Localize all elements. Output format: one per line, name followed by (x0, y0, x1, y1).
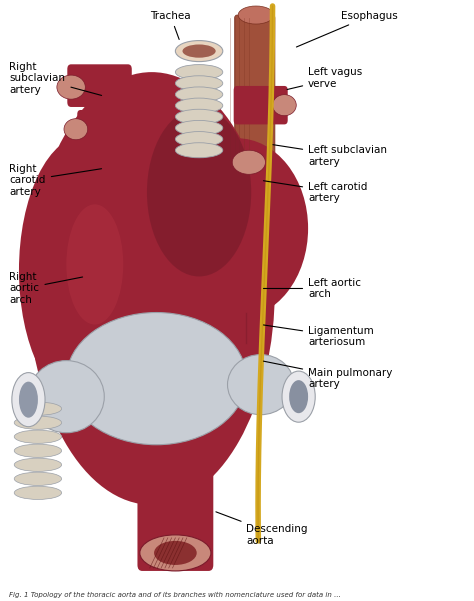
Text: Left aortic
arch: Left aortic arch (264, 278, 361, 299)
Ellipse shape (147, 108, 251, 276)
Ellipse shape (273, 94, 296, 115)
Ellipse shape (19, 382, 38, 418)
Ellipse shape (14, 472, 62, 486)
Ellipse shape (64, 119, 88, 139)
Ellipse shape (19, 135, 152, 406)
Ellipse shape (14, 486, 62, 499)
Text: Right
subclavian
artery: Right subclavian artery (9, 61, 101, 96)
Ellipse shape (28, 72, 275, 505)
Ellipse shape (175, 132, 223, 147)
Ellipse shape (282, 371, 315, 422)
Ellipse shape (175, 64, 223, 80)
Ellipse shape (175, 109, 223, 124)
Text: Main pulmonary
artery: Main pulmonary artery (264, 361, 392, 389)
Ellipse shape (175, 40, 223, 61)
Ellipse shape (175, 143, 223, 157)
Text: Descending
aorta: Descending aorta (216, 512, 308, 546)
Ellipse shape (154, 541, 197, 565)
Ellipse shape (14, 444, 62, 457)
Ellipse shape (182, 44, 216, 58)
FancyBboxPatch shape (235, 15, 275, 171)
Ellipse shape (232, 150, 265, 174)
Text: Left carotid
artery: Left carotid artery (264, 181, 367, 203)
Ellipse shape (28, 361, 104, 433)
FancyBboxPatch shape (137, 379, 213, 571)
Ellipse shape (14, 416, 62, 429)
Text: Right
aortic
arch: Right aortic arch (9, 272, 82, 305)
Ellipse shape (66, 204, 123, 325)
Ellipse shape (66, 313, 246, 445)
FancyBboxPatch shape (77, 110, 131, 148)
Text: Esophagus: Esophagus (296, 11, 398, 47)
Ellipse shape (175, 98, 223, 113)
Text: Ligamentum
arteriosum: Ligamentum arteriosum (264, 325, 374, 347)
Text: Trachea: Trachea (150, 11, 191, 40)
Ellipse shape (289, 380, 308, 413)
Ellipse shape (238, 6, 274, 24)
Ellipse shape (175, 120, 223, 135)
Text: Right
carotid
artery: Right carotid artery (9, 163, 101, 197)
Ellipse shape (175, 76, 223, 91)
Ellipse shape (140, 535, 211, 571)
Ellipse shape (14, 430, 62, 444)
FancyBboxPatch shape (67, 64, 132, 107)
Text: Fig. 1 Topology of the thoracic aorta and of its branches with nomenclature used: Fig. 1 Topology of the thoracic aorta an… (9, 592, 341, 598)
Ellipse shape (14, 458, 62, 471)
Text: Left vagus
verve: Left vagus verve (287, 67, 362, 90)
Ellipse shape (14, 402, 62, 415)
Ellipse shape (57, 75, 85, 99)
Ellipse shape (12, 373, 45, 427)
FancyBboxPatch shape (234, 86, 288, 124)
Text: Left subclavian
artery: Left subclavian artery (273, 145, 387, 167)
Ellipse shape (166, 138, 308, 319)
Ellipse shape (228, 355, 294, 415)
Ellipse shape (175, 87, 223, 102)
